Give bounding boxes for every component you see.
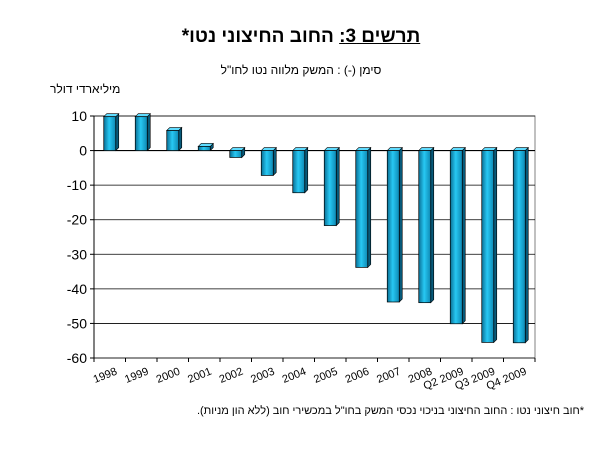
y-tick-label: 10 <box>71 108 87 124</box>
bar-side <box>115 112 120 152</box>
bar <box>355 150 369 268</box>
bar-side <box>335 146 340 227</box>
x-tick-label: 2001 <box>186 366 213 386</box>
x-tick-label: 2002 <box>218 366 245 386</box>
bar-top <box>481 147 498 151</box>
bar-top <box>197 143 214 147</box>
bar-top <box>134 113 151 117</box>
bar-side <box>461 146 466 325</box>
bar-side <box>146 112 151 152</box>
bar <box>512 150 526 344</box>
y-tick-label: -30 <box>67 246 87 262</box>
bar <box>481 150 495 343</box>
y-tick-label: 0 <box>79 143 87 159</box>
bar <box>134 116 148 151</box>
bar <box>292 150 306 194</box>
bar <box>449 150 463 325</box>
y-tick-label: -40 <box>67 281 87 297</box>
bar-side <box>430 146 435 304</box>
bar <box>260 150 274 176</box>
bar-top <box>449 147 466 151</box>
y-tick-label: -20 <box>67 212 87 228</box>
bar-side <box>524 146 529 344</box>
bar-top <box>512 147 529 151</box>
title-prefix: תרשים 3: <box>339 26 421 47</box>
x-tick-label: 2003 <box>249 366 276 386</box>
bar-top <box>229 147 246 151</box>
bar-side <box>493 146 498 344</box>
x-tick-label: 2007 <box>375 366 402 386</box>
bar-top <box>260 147 277 151</box>
y-axis-label: מיליארדי דולר <box>50 82 121 96</box>
title-main: החוב החיצוני נטו* <box>181 26 334 47</box>
bar <box>229 150 243 158</box>
x-tick-label: 2006 <box>344 366 371 386</box>
y-tick-label: -10 <box>67 177 87 193</box>
bar-side <box>272 146 277 177</box>
bar-top <box>418 147 435 151</box>
bar <box>197 146 211 151</box>
bar <box>166 130 180 151</box>
bar-side <box>367 146 372 269</box>
x-tick-label: 2005 <box>312 366 339 386</box>
bar-side <box>304 146 309 194</box>
bar-top <box>355 147 372 151</box>
bar <box>418 150 432 304</box>
y-tick-label: -60 <box>67 350 87 366</box>
plot-frame <box>93 115 536 359</box>
bar-top <box>103 113 120 117</box>
x-tick-label: 2004 <box>281 366 308 386</box>
bar <box>386 150 400 303</box>
x-tick-label: 1998 <box>92 366 119 386</box>
bar-top <box>323 147 340 151</box>
y-tick-label: -50 <box>67 315 87 331</box>
chart-subtitle: סימן (-) : המשק מלווה נטו לחו"ל <box>220 63 382 77</box>
bar-top <box>292 147 309 151</box>
bar-side <box>398 146 403 303</box>
x-tick-label: 1999 <box>123 366 150 386</box>
chart-title: תרשים 3: החוב החיצוני נטו* <box>0 26 602 48</box>
bar-side <box>178 126 183 152</box>
bar-top <box>166 127 183 131</box>
footnote: *חוב חיצוני נטו : החוב החיצוני בניכוי נכ… <box>196 405 584 417</box>
bar-top <box>386 147 403 151</box>
x-tick-label: 2000 <box>155 366 182 386</box>
bar <box>103 116 117 151</box>
bar <box>323 150 337 226</box>
